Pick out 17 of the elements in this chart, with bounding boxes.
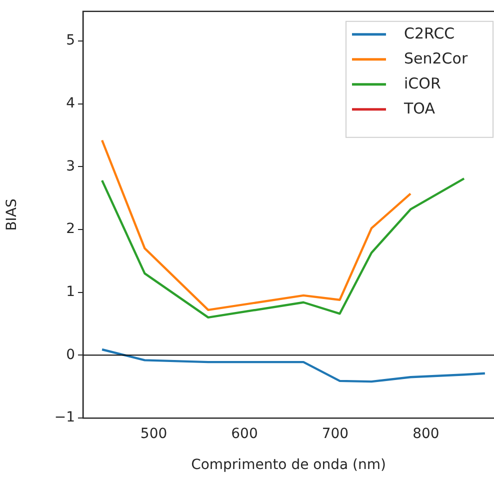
- x-tick-label: 600: [231, 426, 258, 442]
- y-tick-label: 0: [66, 346, 75, 363]
- legend-label: iCOR: [404, 74, 441, 92]
- legend-label: Sen2Cor: [404, 49, 468, 68]
- x-tick-label: 700: [322, 426, 349, 442]
- x-axis-title: Comprimento de onda (nm): [191, 457, 386, 474]
- y-tick-label: 2: [66, 221, 75, 238]
- x-tick-label: 800: [412, 426, 440, 442]
- y-tick-label: 4: [66, 95, 76, 112]
- legend-label: TOA: [403, 99, 436, 118]
- legend-label: C2RCC: [404, 24, 455, 42]
- y-tick-label: 1: [66, 284, 75, 300]
- y-axis-title: BIAS: [4, 198, 20, 231]
- x-tick-label: 500: [140, 426, 168, 442]
- y-tick-label: −1: [54, 410, 75, 426]
- y-tick-label: 5: [66, 32, 75, 49]
- y-tick-label: 3: [66, 158, 75, 174]
